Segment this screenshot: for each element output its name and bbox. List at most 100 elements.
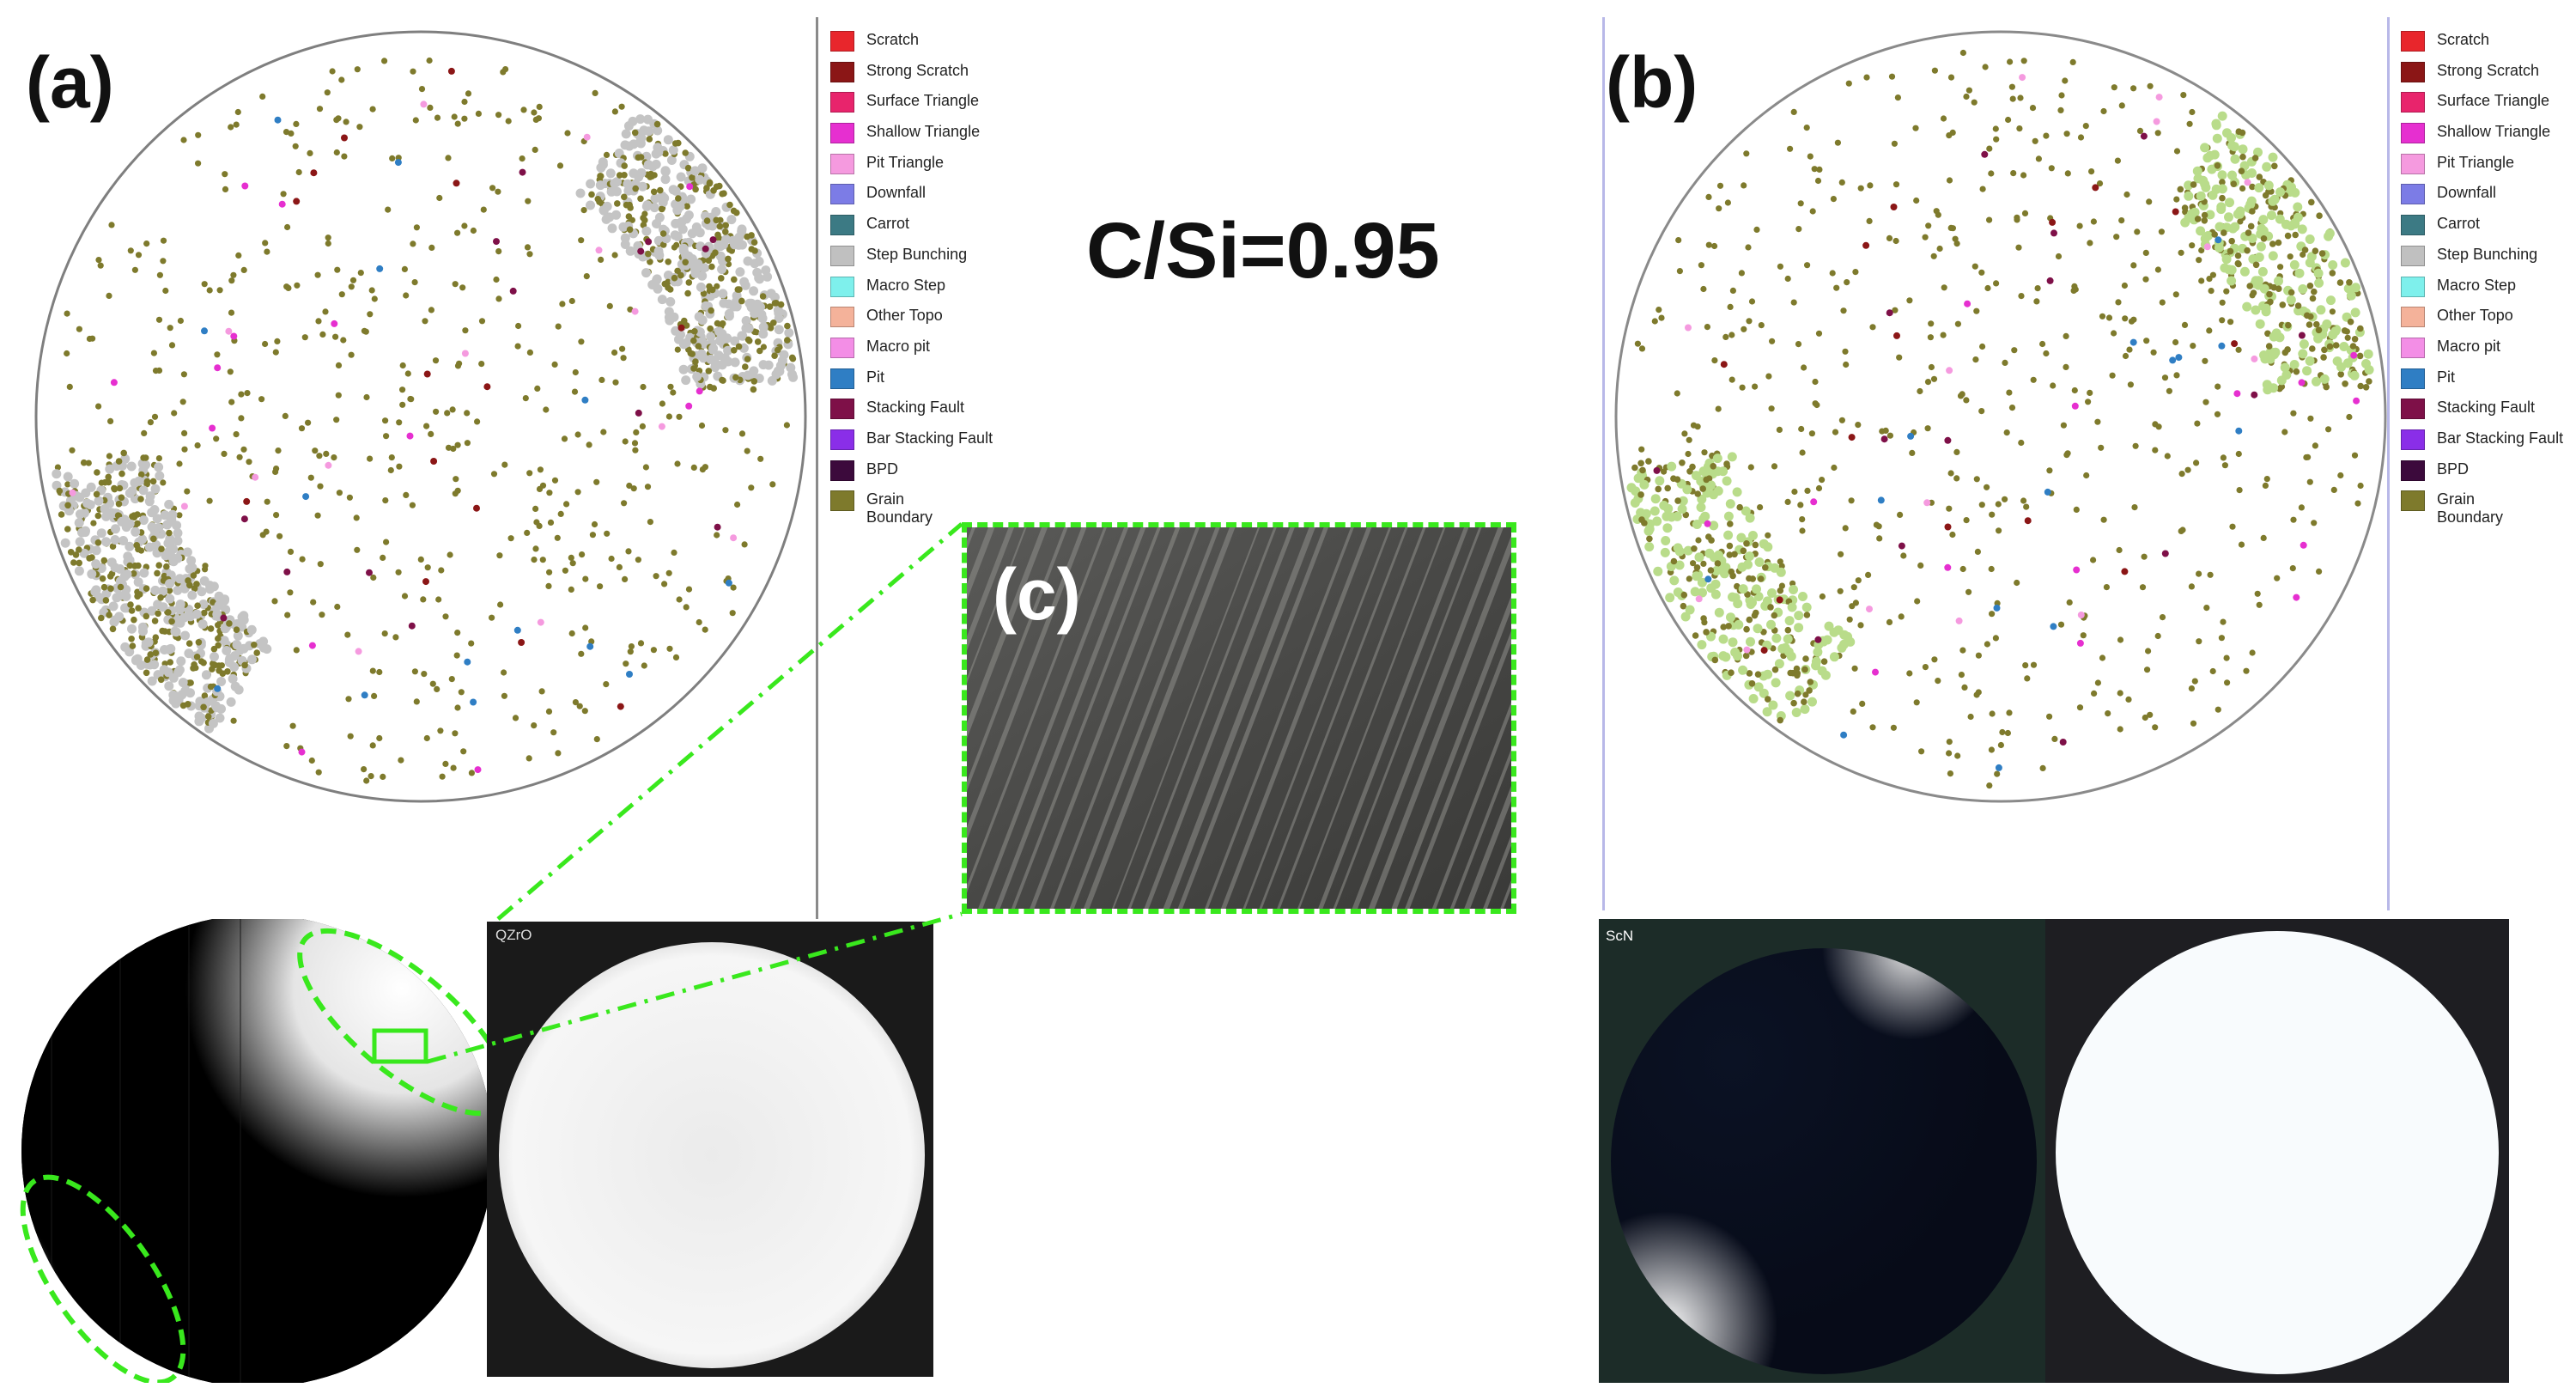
defect-dot bbox=[759, 293, 767, 300]
defect-dot bbox=[1913, 699, 1920, 706]
defect-dot bbox=[1954, 320, 1961, 327]
defect-dot bbox=[1710, 463, 1716, 470]
defect-dot bbox=[117, 583, 125, 591]
defect-dot bbox=[380, 554, 386, 562]
legend-label: Downfall bbox=[866, 184, 927, 202]
defect-dot bbox=[1815, 330, 1823, 337]
defect-dot bbox=[550, 729, 557, 736]
defect-dot bbox=[1692, 571, 1702, 581]
defect-dot bbox=[155, 316, 163, 323]
defect-dot bbox=[666, 155, 677, 165]
defect-dot bbox=[1727, 452, 1737, 462]
defect-dot bbox=[2227, 319, 2234, 326]
defect-dot bbox=[676, 413, 683, 420]
defect-dot bbox=[563, 501, 570, 508]
defect-dot bbox=[230, 271, 237, 278]
defect-dot bbox=[1650, 494, 1661, 504]
defect-dot bbox=[568, 586, 574, 593]
defect-dot bbox=[336, 490, 343, 496]
defect-dot bbox=[1857, 622, 1864, 629]
legend-b-item: Stacking Fault bbox=[2401, 399, 2576, 429]
defect-dot bbox=[2019, 74, 2026, 82]
defect-dot bbox=[574, 431, 581, 438]
defect-dot bbox=[2144, 667, 2151, 673]
defect-dot bbox=[168, 544, 179, 554]
defect-dot bbox=[507, 535, 514, 542]
defect-dot bbox=[2071, 402, 2079, 410]
defect-dot bbox=[1829, 627, 1839, 637]
defect-dot bbox=[1651, 318, 1658, 325]
defect-dot bbox=[382, 497, 389, 504]
defect-dot bbox=[2048, 165, 2055, 172]
defect-dot bbox=[86, 335, 93, 343]
defect-dot bbox=[2235, 346, 2242, 353]
defect-dot bbox=[314, 271, 321, 278]
defect-dot bbox=[653, 247, 664, 257]
defect-dot bbox=[154, 569, 161, 577]
defect-dot bbox=[660, 167, 671, 176]
defect-dot bbox=[2211, 231, 2218, 238]
defect-dot bbox=[1726, 542, 1734, 550]
defect-dot bbox=[2193, 173, 2203, 184]
defect-dot bbox=[2030, 661, 2038, 668]
defect-dot bbox=[661, 280, 669, 288]
defect-dot bbox=[308, 642, 316, 649]
defect-dot bbox=[555, 750, 562, 757]
defect-dot bbox=[468, 640, 475, 647]
defect-dot bbox=[412, 117, 419, 124]
defect-dot bbox=[150, 585, 161, 595]
defect-dot bbox=[536, 103, 543, 110]
defect-dot bbox=[641, 151, 652, 161]
defect-dot bbox=[2346, 413, 2353, 421]
defect-dot bbox=[2266, 290, 2273, 298]
defect-dot bbox=[1694, 552, 1704, 563]
defect-dot bbox=[2239, 266, 2250, 277]
defect-dot bbox=[413, 224, 420, 231]
defect-dot bbox=[317, 561, 324, 568]
defect-dot bbox=[714, 231, 721, 239]
defect-dot bbox=[1807, 697, 1817, 707]
defect-dot bbox=[334, 266, 341, 273]
defect-dot bbox=[2201, 211, 2208, 219]
defect-dot bbox=[212, 609, 222, 619]
defect-dot bbox=[632, 185, 639, 192]
defect-dot bbox=[582, 624, 589, 631]
defect-dot bbox=[493, 276, 500, 283]
defect-dot bbox=[137, 459, 148, 469]
defect-dot bbox=[1839, 639, 1849, 649]
defect-dot bbox=[1955, 617, 1963, 624]
defect-dot bbox=[1743, 646, 1751, 654]
defect-dot bbox=[422, 578, 429, 586]
defect-dot bbox=[2269, 383, 2279, 393]
defect-dot bbox=[389, 155, 396, 161]
defect-dot bbox=[2090, 218, 2097, 225]
defect-dot bbox=[644, 484, 652, 490]
defect-dot bbox=[90, 587, 100, 597]
defect-dot bbox=[110, 535, 120, 545]
defect-dot bbox=[371, 295, 378, 302]
defect-dot bbox=[2117, 636, 2124, 643]
defect-dot bbox=[2234, 252, 2242, 259]
defect-dot bbox=[696, 282, 706, 292]
defect-dot bbox=[2229, 523, 2236, 530]
defect-dot bbox=[635, 557, 642, 563]
legend-swatch bbox=[830, 215, 854, 236]
defect-dot bbox=[444, 410, 451, 417]
defect-dot bbox=[376, 668, 383, 676]
legend-a-item: Grain Boundary bbox=[830, 490, 1008, 526]
defect-dot bbox=[595, 247, 603, 254]
defect-dot bbox=[758, 360, 769, 370]
defect-dot bbox=[331, 320, 338, 327]
legend-swatch bbox=[830, 245, 854, 266]
defect-dot bbox=[1928, 363, 1935, 371]
defect-dot bbox=[526, 470, 533, 477]
defect-dot bbox=[1963, 397, 1970, 404]
defect-dot bbox=[701, 301, 711, 311]
defect-dot bbox=[532, 505, 539, 513]
defect-dot bbox=[151, 413, 159, 420]
defect-dot bbox=[689, 174, 696, 181]
defect-dot bbox=[2058, 92, 2065, 99]
defect-dot bbox=[2258, 215, 2269, 225]
defect-dot bbox=[383, 433, 390, 440]
defect-dot bbox=[2201, 182, 2211, 192]
